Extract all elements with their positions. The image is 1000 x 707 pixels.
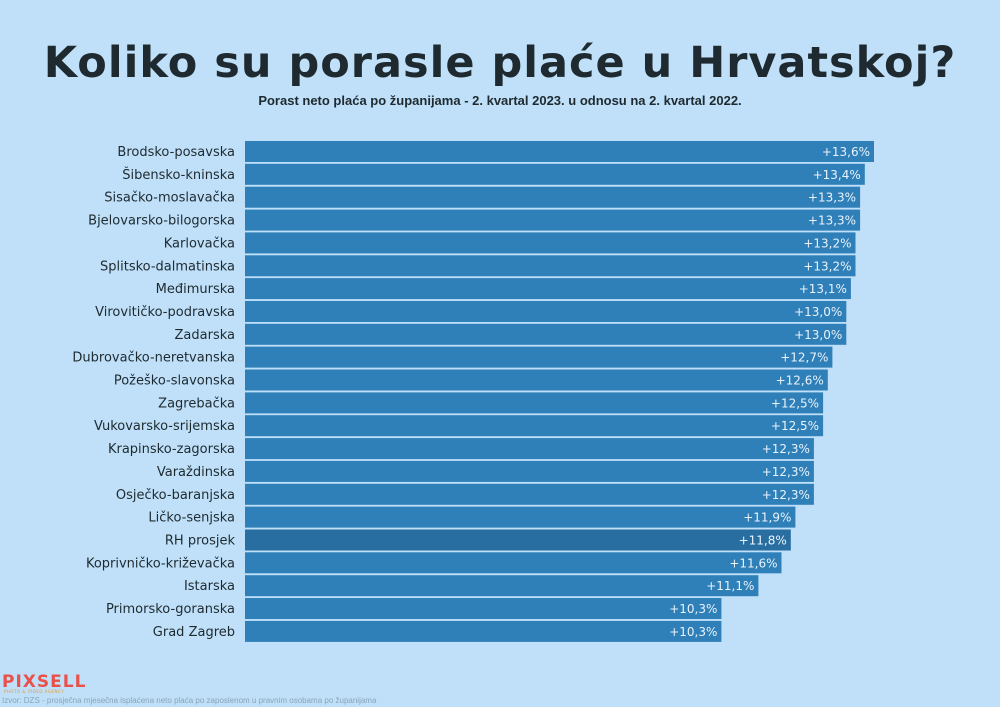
category-label: Vukovarsko-srijemska: [94, 419, 235, 434]
value-label: +13,4%: [813, 168, 861, 182]
bar-5: [245, 232, 856, 254]
category-label: Sisačko-moslavačka: [104, 191, 235, 206]
value-label: +11,6%: [729, 556, 777, 570]
source-note: Izvor: DZS - prosječna mjesečna isplaćen…: [2, 696, 377, 705]
bar-16: [245, 483, 814, 505]
category-label: Splitsko-dalmatinska: [100, 259, 235, 274]
value-label: +11,9%: [743, 511, 791, 525]
bar-12: [245, 392, 824, 414]
category-label: Ličko-senjska: [148, 511, 235, 526]
value-label: +12,3%: [762, 488, 810, 502]
value-label: +12,5%: [771, 419, 819, 433]
category-label: Međimurska: [156, 282, 235, 297]
category-label: Primorsko-goranska: [106, 602, 235, 617]
category-label: Požeško-slavonska: [114, 374, 235, 389]
bar-6: [245, 255, 856, 277]
value-label: +12,6%: [776, 374, 824, 388]
bar-22: [245, 620, 722, 642]
value-label: +13,0%: [794, 328, 842, 342]
value-label: +13,3%: [808, 214, 856, 228]
value-label: +11,8%: [739, 534, 787, 548]
value-label: +12,3%: [762, 465, 810, 479]
bar-14: [245, 438, 814, 460]
bar-2: [245, 163, 865, 185]
bar-17: [245, 506, 796, 528]
value-label: +12,3%: [762, 442, 810, 456]
value-label: +10,3%: [669, 625, 717, 639]
category-label: RH prosjek: [165, 534, 236, 549]
category-label: Krapinsko-zagorska: [108, 442, 235, 457]
bar-19: [245, 552, 782, 574]
chart-title: Koliko su porasle plaće u Hrvatskoj?: [43, 38, 957, 88]
pixsell-logo: PIXSELL: [2, 672, 87, 692]
category-label: Bjelovarsko-bilogorska: [88, 214, 235, 229]
category-label: Dubrovačko-neretvanska: [72, 351, 235, 366]
value-label: +13,6%: [822, 145, 870, 159]
logo-tagline: PHOTO & VIDEO AGENCY: [4, 689, 65, 694]
bar-4: [245, 209, 861, 231]
chart-subtitle: Porast neto plaća po županijama - 2. kva…: [258, 93, 742, 108]
value-label: +11,1%: [706, 579, 754, 593]
category-label: Zadarska: [175, 328, 235, 343]
value-label: +13,0%: [794, 305, 842, 319]
bar-11: [245, 369, 828, 391]
bar-18: [245, 529, 791, 551]
bar-3: [245, 186, 861, 208]
bar-10: [245, 346, 833, 368]
category-label: Koprivničko-križevačka: [86, 556, 235, 571]
value-label: +13,3%: [808, 191, 856, 205]
category-label: Zagrebačka: [158, 396, 235, 411]
bar-21: [245, 598, 722, 619]
category-label: Karlovačka: [164, 236, 235, 251]
bar-13: [245, 415, 824, 437]
category-label: Virovitičko-podravska: [95, 305, 235, 320]
bar-1: [245, 141, 874, 162]
value-label: +10,3%: [669, 602, 717, 616]
value-label: +13,1%: [799, 282, 847, 296]
value-label: +13,2%: [803, 236, 851, 250]
value-label: +12,7%: [780, 351, 828, 365]
category-label: Grad Zagreb: [153, 625, 235, 640]
bar-20: [245, 575, 759, 597]
bar-8: [245, 301, 847, 322]
value-label: +13,2%: [803, 259, 851, 273]
bar-9: [245, 323, 847, 345]
bar-15: [245, 460, 814, 482]
category-label: Varaždinska: [157, 465, 235, 480]
bar-7: [245, 278, 851, 300]
category-label: Istarska: [184, 579, 235, 594]
category-label: Osječko-baranjska: [116, 488, 235, 503]
category-label: Šibensko-kninska: [122, 167, 235, 183]
value-label: +12,5%: [771, 396, 819, 410]
category-label: Brodsko-posavska: [117, 145, 235, 160]
